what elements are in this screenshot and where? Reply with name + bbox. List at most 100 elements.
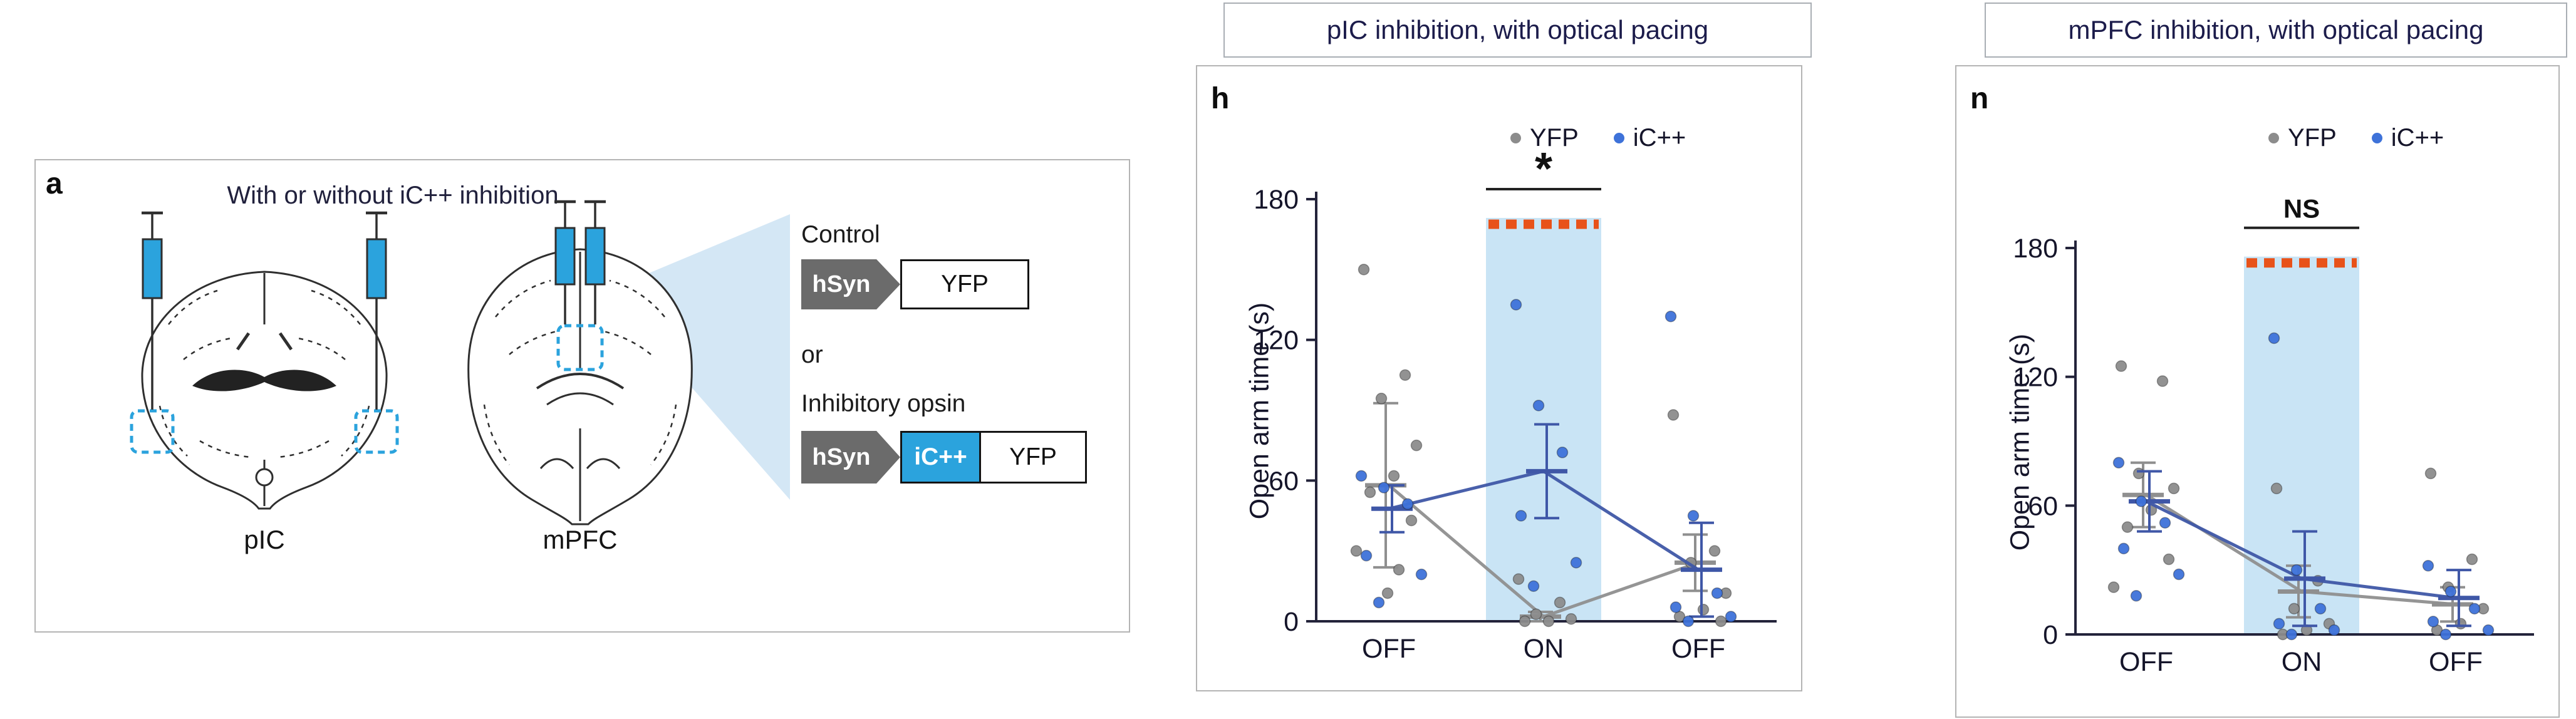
chart-h-title: pIC inhibition, with optical pacing: [1326, 15, 1709, 44]
data-point-YFP: [1512, 573, 1525, 585]
panel-h-label: h: [1211, 82, 1230, 115]
data-point-YFP: [1410, 439, 1423, 452]
data-point-YFP: [1667, 409, 1680, 421]
data-point-YFP: [1554, 596, 1566, 609]
panel-a: a With or without iC++ inhibition: [34, 159, 1130, 633]
legend-label-ic: iC++: [1633, 124, 1686, 152]
data-point-iC++: [1378, 482, 1390, 494]
injection-target-box-pic-left: [130, 409, 175, 454]
data-point-YFP: [1697, 604, 1710, 616]
data-point-iC++: [2444, 586, 2457, 597]
data-point-iC++: [1682, 615, 1695, 628]
data-point-iC++: [2427, 616, 2439, 628]
promoter-arrow: hSyn: [801, 259, 900, 309]
data-point-YFP: [1565, 613, 1577, 625]
opsin-box: iC++: [902, 433, 981, 482]
data-point-YFP: [2288, 603, 2300, 615]
legend-item-ic: iC++: [2371, 124, 2444, 152]
corpus-callosum: [536, 373, 625, 390]
x-tick-label: OFF: [1362, 634, 1416, 664]
chart-n-legend: YFP iC++: [2268, 124, 2444, 152]
data-point-YFP: [1393, 564, 1405, 576]
data-point-iC++: [1355, 470, 1368, 482]
data-point-YFP: [2454, 618, 2467, 630]
data-point-YFP: [1358, 264, 1370, 276]
ventricles: [236, 332, 293, 351]
or-label: or: [801, 341, 823, 368]
x-tick-label: ON: [1524, 634, 1564, 664]
significance-label: NS: [2283, 194, 2320, 224]
cortex-texture: [483, 279, 677, 465]
data-point-YFP: [2115, 360, 2127, 372]
syringe-icon: [554, 200, 576, 324]
x-tick-label: ON: [2282, 647, 2322, 677]
y-tick-label: 0: [2043, 620, 2058, 650]
y-tick-label: 60: [2028, 491, 2058, 521]
legend-item-ic: iC++: [1613, 124, 1686, 152]
brain-outline: [467, 248, 693, 525]
data-point-iC++: [1515, 510, 1527, 522]
y-tick-label: 0: [1284, 607, 1299, 637]
data-point-YFP: [1708, 545, 1721, 557]
data-point-YFP: [2466, 553, 2478, 566]
y-tick-label: 120: [1254, 326, 1299, 356]
data-point-YFP: [2107, 581, 2120, 593]
commissure-structure: [192, 370, 336, 391]
yfp-dot-icon: [1510, 133, 1521, 143]
panel-a-title: With or without iC++ inhibition: [227, 182, 559, 209]
chart-h-canvas: * 0 60 120 180 OFF ON OFF: [1254, 144, 1777, 664]
reporter-box: YFP: [981, 433, 1085, 482]
data-point-YFP: [1399, 369, 1411, 381]
data-point-iC++: [2290, 564, 2303, 576]
data-point-YFP: [1542, 615, 1555, 628]
ic-dot-icon: [1613, 133, 1624, 143]
syringe-icon: [584, 200, 606, 324]
panel-h: h YFP iC++ Open arm time (s) * 0 60 120 180 O…: [1196, 65, 1802, 691]
data-point-iC++: [1670, 601, 1682, 613]
data-point-YFP: [1530, 608, 1542, 621]
data-point-iC++: [2482, 624, 2495, 636]
third-ventricle: [255, 468, 274, 487]
data-point-iC++: [2268, 332, 2280, 344]
data-point-iC++: [1570, 557, 1582, 569]
brain-outline: [141, 271, 388, 510]
injection-target-box-pic-right: [354, 409, 399, 454]
chart-h-legend: YFP iC++: [1510, 124, 1686, 152]
data-point-iC++: [2135, 495, 2148, 507]
data-point-iC++: [1556, 447, 1569, 458]
data-point-iC++: [1532, 400, 1545, 411]
data-point-iC++: [1360, 549, 1373, 562]
data-point-YFP: [1381, 587, 1394, 599]
chart-n-title: mPFC inhibition, with optical pacing: [2068, 15, 2484, 44]
data-point-YFP: [1519, 615, 1531, 628]
data-point-iC++: [1510, 299, 1522, 311]
panel-a-label: a: [46, 167, 63, 200]
data-point-YFP: [1350, 545, 1363, 557]
y-tick-label: 180: [2013, 234, 2058, 264]
chart-h-title-box: pIC inhibition, with optical pacing: [1223, 3, 1812, 58]
data-point-iC++: [2130, 590, 2142, 602]
data-point-YFP: [1388, 470, 1400, 482]
legend-label-yfp: YFP: [1530, 124, 1579, 152]
data-point-iC++: [2173, 568, 2185, 581]
legend-label-yfp: YFP: [2288, 124, 2337, 152]
data-point-iC++: [2314, 603, 2327, 615]
data-point-YFP: [2270, 482, 2283, 495]
data-point-iC++: [1687, 510, 1700, 522]
inhibitory-opsin-label: Inhibitory opsin: [801, 390, 966, 417]
syringe-icon: [142, 211, 163, 410]
data-point-iC++: [2422, 560, 2434, 572]
inner-arc: [546, 392, 614, 406]
reporter-box: YFP: [900, 259, 1029, 309]
data-point-YFP: [1405, 514, 1418, 527]
x-tick-label: OFF: [1671, 634, 1725, 664]
construct-control: hSyn YFP: [801, 259, 1029, 309]
brain-label-pic: pIC: [244, 525, 285, 554]
data-point-YFP: [1364, 486, 1376, 499]
data-point-YFP: [2168, 482, 2180, 495]
data-point-iC++: [2468, 603, 2481, 615]
cortex-texture: [158, 289, 370, 458]
x-tick-label: OFF: [2119, 647, 2173, 677]
panel-a-illustration: [130, 200, 790, 525]
injection-target-box-mpfc: [556, 324, 604, 371]
